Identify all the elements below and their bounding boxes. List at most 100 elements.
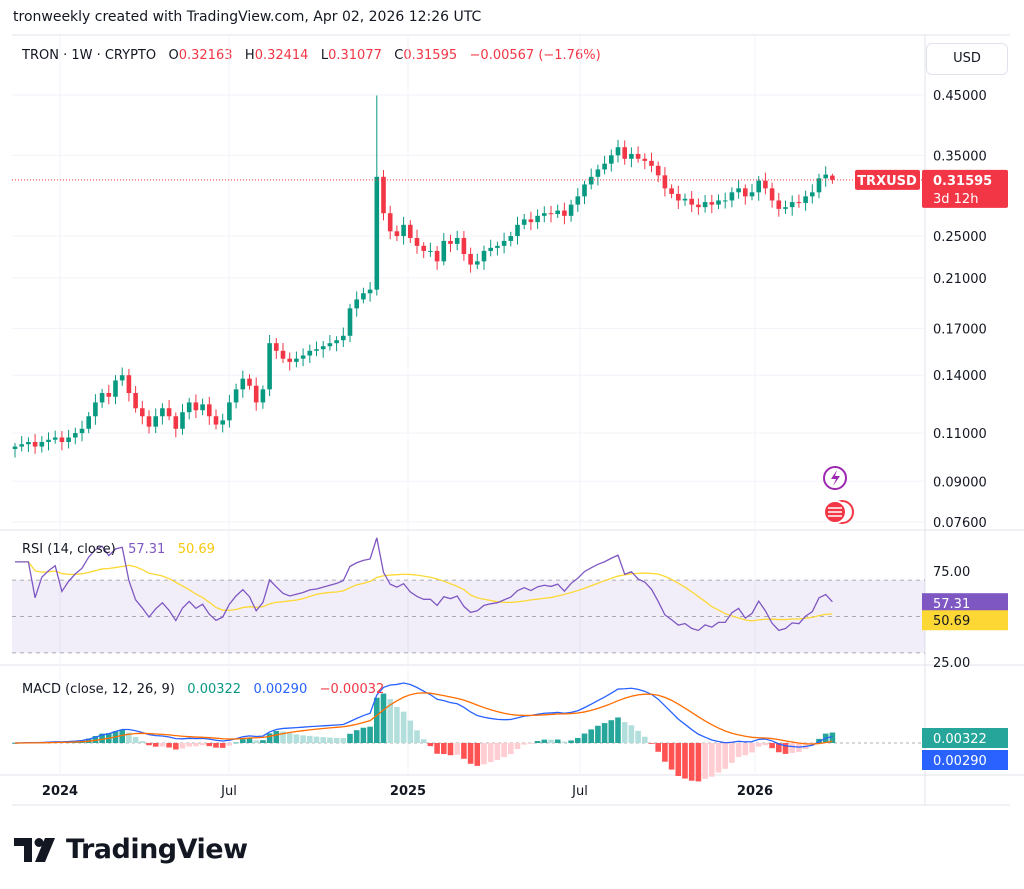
rsi-line xyxy=(15,537,833,632)
last-price-text: 0.31595 xyxy=(933,174,992,189)
candle-body xyxy=(200,404,205,411)
rsi-ma-tag xyxy=(922,610,1008,631)
macd-histogram-bar xyxy=(709,743,715,777)
candle-body xyxy=(52,437,58,440)
candle-body xyxy=(468,254,473,265)
candle xyxy=(689,191,694,213)
candle-body xyxy=(140,408,145,417)
candle-body xyxy=(763,180,768,189)
candle xyxy=(696,198,701,215)
macd-histogram-bar xyxy=(581,733,588,743)
candle-body xyxy=(233,389,239,403)
candle-body xyxy=(441,240,447,262)
candle xyxy=(441,233,447,266)
candle xyxy=(796,194,802,208)
high-label: H xyxy=(244,48,255,63)
candle xyxy=(341,327,346,347)
candle-body xyxy=(575,196,581,205)
candle xyxy=(555,204,560,218)
candle-body xyxy=(39,441,45,447)
y-tick-label: 0.21000 xyxy=(933,272,987,287)
macd-histogram-bar xyxy=(461,743,467,759)
candle xyxy=(59,431,65,451)
candle-body xyxy=(508,236,514,241)
candle xyxy=(428,242,433,257)
candle-body xyxy=(119,375,125,381)
symbol-legend: TRON · 1W · CRYPTO O0.32163 H0.32414 L0.… xyxy=(22,48,601,63)
candle-body xyxy=(702,202,708,208)
candle-body xyxy=(528,219,534,223)
candle xyxy=(347,303,353,343)
y-tick-label: 0.25000 xyxy=(933,230,987,245)
candle-body xyxy=(247,378,252,386)
candle-body xyxy=(622,147,627,159)
candle-body xyxy=(736,188,741,193)
macd-histogram-bar xyxy=(588,729,594,743)
macd-legend: MACD (close, 12, 26, 9) 0.00322 0.00290 … xyxy=(22,682,384,697)
candle xyxy=(635,146,641,163)
candle xyxy=(260,385,266,409)
macd-histogram-bar xyxy=(387,699,393,743)
macd-histogram-bar xyxy=(702,743,708,779)
symbol-tag-text: TRXUSD xyxy=(857,174,917,189)
macd-histogram-bar xyxy=(139,741,146,743)
macd-histogram-bar xyxy=(742,743,749,756)
candle-body xyxy=(153,416,158,427)
candle xyxy=(126,368,132,402)
rsi-value-tag xyxy=(922,593,1008,614)
candle-body xyxy=(676,193,681,201)
macd-signal-tag-text: 0.00290 xyxy=(933,754,987,769)
macd-histogram-bar xyxy=(253,740,259,743)
candle-body xyxy=(816,178,822,193)
macd-histogram-bar xyxy=(722,743,728,769)
candle-body xyxy=(354,299,359,309)
candle-body xyxy=(495,245,500,248)
candle xyxy=(374,95,380,296)
candle-body xyxy=(830,175,835,180)
candle xyxy=(575,188,581,212)
macd-histogram-bar xyxy=(280,731,286,743)
candle-body xyxy=(776,200,782,209)
candle xyxy=(233,383,239,409)
macd-histogram-bar xyxy=(420,739,427,743)
candle xyxy=(133,386,138,413)
macd-histogram-bar xyxy=(99,733,105,743)
candle-body xyxy=(213,416,219,425)
currency-button[interactable]: USD xyxy=(926,43,1008,75)
candle xyxy=(475,253,480,270)
macd-histogram-bar xyxy=(360,727,367,743)
candle xyxy=(307,344,313,364)
candle-body xyxy=(615,147,621,156)
candle-body xyxy=(126,375,132,394)
candle xyxy=(716,194,721,210)
candle xyxy=(622,140,627,165)
candle-body xyxy=(716,200,721,205)
candle xyxy=(39,436,45,453)
candle xyxy=(354,291,359,317)
macd-histogram-bar xyxy=(729,743,735,763)
candle xyxy=(454,230,460,251)
candle-body xyxy=(662,175,668,189)
candle xyxy=(810,184,815,204)
y-tick-label: 0.14000 xyxy=(933,369,987,384)
macd-histogram-bar xyxy=(534,741,541,743)
macd-histogram-bar xyxy=(347,733,353,743)
candle-body xyxy=(475,261,480,265)
candle-body xyxy=(635,153,641,159)
macd-histogram-bar xyxy=(240,739,246,743)
macd-histogram-bar xyxy=(353,730,360,743)
candle-body xyxy=(454,237,460,244)
candle xyxy=(763,172,768,195)
candle xyxy=(99,388,105,408)
candle-body xyxy=(240,378,246,390)
macd-histogram-bar xyxy=(554,739,561,743)
candle-body xyxy=(394,231,400,237)
candle-body xyxy=(582,184,587,197)
candle-body xyxy=(180,412,185,429)
candle xyxy=(662,167,668,197)
candle-body xyxy=(133,393,138,409)
macd-histogram-bar xyxy=(173,743,179,750)
low-label: L xyxy=(320,48,329,63)
x-tick-label: 2024 xyxy=(42,784,78,799)
